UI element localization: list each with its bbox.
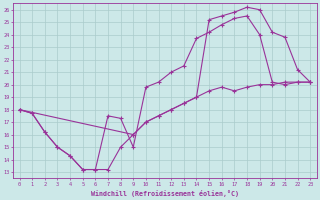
X-axis label: Windchill (Refroidissement éolien,°C): Windchill (Refroidissement éolien,°C) — [91, 190, 239, 197]
